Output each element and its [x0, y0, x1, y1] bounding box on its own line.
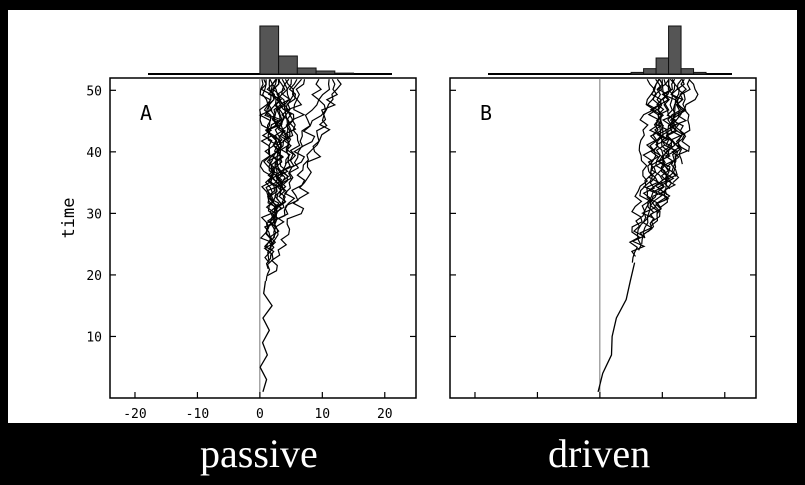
histogram-bar — [630, 71, 645, 75]
y-axis-label: time — [59, 198, 79, 239]
histogram-bar — [693, 71, 707, 75]
y-tick-label: 30 — [86, 207, 102, 222]
trajectory-branch — [263, 79, 279, 245]
x-tick-label: 20 — [377, 407, 393, 422]
trajectory-branch — [671, 78, 699, 177]
y-tick-label: 50 — [86, 84, 102, 99]
trajectory-trunk — [597, 262, 636, 393]
trajectory-branch — [279, 78, 295, 141]
trajectory-branch — [272, 78, 342, 226]
histogram-bar — [296, 67, 317, 75]
x-tick-label: -20 — [123, 407, 146, 422]
trajectory-branch — [266, 79, 283, 232]
histogram-bar — [259, 25, 280, 75]
trajectory-branch — [266, 78, 283, 202]
trajectory-branch — [657, 78, 675, 190]
histogram-bar — [315, 70, 336, 75]
histogram-bar — [680, 68, 695, 75]
trajectory-trunk — [259, 280, 273, 393]
trajectory-branch — [661, 79, 690, 152]
x-tick-label: 0 — [256, 407, 264, 422]
trajectory-branch — [265, 78, 339, 282]
trajectory-branch — [258, 79, 280, 214]
panel-label: A — [140, 101, 152, 125]
plot-frame — [449, 77, 757, 399]
x-tick-label: 10 — [314, 407, 330, 422]
y-tick-label: 40 — [86, 146, 102, 161]
caption-passive: passive — [200, 431, 318, 476]
histogram-bar — [668, 25, 682, 75]
trajectory-branch — [271, 78, 290, 152]
trajectory-branch — [259, 79, 276, 269]
panel-label: B — [480, 101, 492, 125]
trajectory-branch — [272, 79, 285, 177]
trajectory-branch — [656, 78, 684, 208]
histogram-bar — [643, 68, 657, 75]
trajectory-branch — [280, 79, 331, 189]
plot-frame — [109, 77, 417, 399]
histogram-bar — [655, 57, 670, 75]
histogram-bar — [278, 55, 298, 75]
y-tick-label: 10 — [86, 330, 102, 345]
histogram-bar — [334, 72, 355, 75]
x-tick-label: -10 — [186, 407, 209, 422]
trajectory-branch — [665, 79, 680, 184]
trajectory-branch — [628, 78, 656, 263]
panel-b: B — [449, 25, 757, 399]
caption-driven: driven — [548, 431, 651, 476]
trajectory-branch — [647, 78, 670, 227]
y-tick-label: 20 — [86, 269, 102, 284]
